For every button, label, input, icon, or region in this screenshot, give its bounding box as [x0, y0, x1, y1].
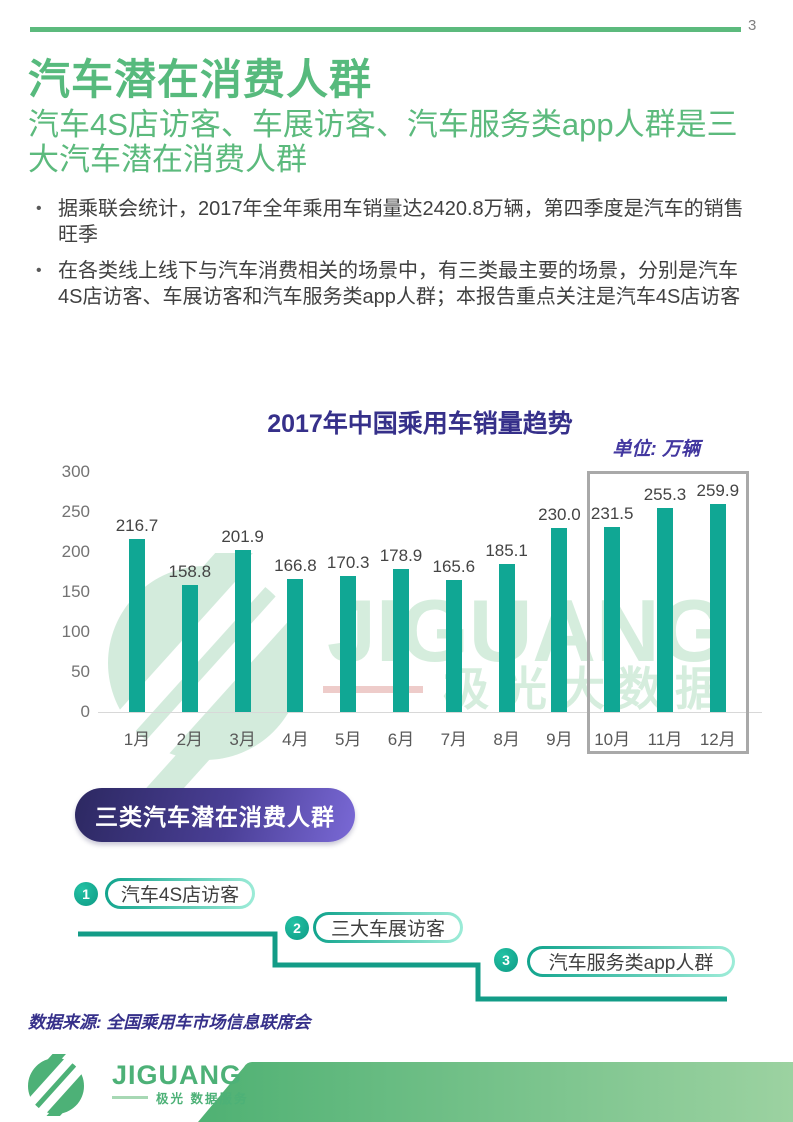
x-axis-tick-label: 1月: [123, 730, 151, 749]
q4-highlight-box: [587, 471, 749, 754]
jiguang-logo-icon: [24, 1054, 92, 1116]
step-number-badge: 3: [494, 948, 518, 972]
bar-2月: [181, 584, 198, 712]
step-number-badge: 1: [74, 882, 98, 906]
y-axis-tick-label: 150: [61, 582, 90, 601]
bar-value-label: 231.5: [590, 503, 634, 523]
bar-1月: [129, 538, 145, 712]
bar-9月: [551, 528, 568, 712]
page-number: 3: [748, 17, 757, 34]
y-axis-tick-label: 300: [61, 462, 90, 481]
chart-title: 2017年中国乘用车销量趋势: [267, 410, 573, 438]
step-label-pill: 汽车服务类app人群: [527, 946, 735, 977]
step-label-pill: 汽车4S店访客: [105, 878, 255, 909]
tagline-dash: [112, 1096, 148, 1099]
bar-chart: 300 250 200 150 100 50 0 216.7 1月 158.8 2月 201.9 3月 1…: [0, 440, 793, 770]
section-badge: 三类汽车潜在消费人群: [75, 788, 355, 842]
bar-value-label: 185.1: [485, 540, 528, 560]
bar-value-label: 170.3: [326, 552, 370, 572]
step-label-pill: 三大车展访客: [313, 912, 463, 943]
bar-12月: [709, 504, 726, 712]
x-axis-tick-label: 6月: [387, 730, 415, 749]
bullet-list: 据乘联会统计，2017年全年乘用车销量达2420.8万辆，第四季度是汽车的销售旺…: [34, 196, 760, 320]
bar-4月: [287, 578, 304, 712]
x-axis-tick-label: 5月: [334, 730, 362, 749]
x-axis-tick-label: 11月: [647, 730, 683, 749]
page-subtitle: 汽车4S店访客、车展访客、汽车服务类app人群是三大汽车潜在消费人群: [28, 107, 738, 177]
header-rule: [30, 27, 741, 32]
footer-brand-text: JIGUANG: [112, 1060, 243, 1090]
bar-7月: [445, 579, 462, 712]
data-source-note: 数据来源: 全国乘用车市场信息联席会: [28, 1013, 311, 1032]
x-axis-tick-label: 7月: [440, 730, 468, 749]
footer-tagline: 极光 数据服务: [112, 1088, 248, 1107]
bar-value-label: 165.6: [432, 556, 476, 576]
bar-value-label: 230.0: [538, 505, 581, 524]
y-axis-tick-label: 200: [61, 542, 90, 561]
x-axis-tick-label: 12月: [699, 730, 736, 749]
page-title: 汽车潜在消费人群: [28, 56, 373, 103]
y-axis-tick-label: 250: [61, 502, 90, 521]
x-axis-tick-label: 10月: [594, 730, 631, 749]
bar-value-label: 178.9: [379, 545, 423, 565]
footer-band: [198, 1062, 793, 1122]
y-axis-tick-label: 50: [71, 662, 90, 681]
steps-connector-line: [78, 931, 727, 1002]
tagline-text: 极光 数据服务: [156, 1092, 249, 1106]
bar-3月: [234, 550, 251, 712]
step-number-badge: 2: [285, 916, 309, 940]
bullet-item: 据乘联会统计，2017年全年乘用车销量达2420.8万辆，第四季度是汽车的销售旺…: [34, 196, 760, 249]
bar-value-label: 158.8: [168, 561, 212, 581]
x-axis-line: [98, 712, 762, 713]
bar-value-label: 259.9: [696, 481, 740, 501]
chart-unit-label: 单位: 万辆: [612, 439, 700, 460]
x-axis-tick-label: 8月: [493, 730, 520, 749]
bar-value-label: 216.7: [115, 515, 159, 535]
bar-value-label: 255.3: [643, 484, 687, 504]
x-axis-tick-label: 3月: [229, 730, 256, 749]
bar-5月: [340, 575, 357, 712]
x-axis-tick-label: 2月: [176, 730, 204, 749]
bullet-item: 在各类线上线下与汽车消费相关的场景中，有三类最主要的场景，分别是汽车4S店访客、…: [34, 258, 760, 311]
bar-8月: [498, 563, 515, 712]
bar-value-label: 166.8: [274, 555, 317, 575]
bar-11月: [657, 507, 673, 712]
bar-6月: [393, 568, 409, 712]
y-axis-tick-label: 100: [61, 622, 90, 641]
x-axis-tick-label: 4月: [282, 730, 309, 749]
y-axis-tick-label: 0: [80, 702, 90, 721]
bar-10月: [604, 526, 621, 712]
x-axis-tick-label: 9月: [546, 730, 573, 749]
bar-value-label: 201.9: [221, 527, 264, 547]
